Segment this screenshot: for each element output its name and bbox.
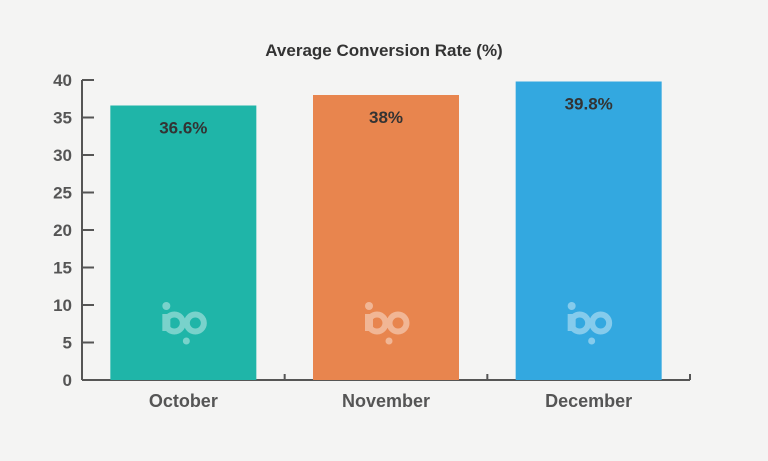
y-axis: 0 5 10 15 20 25 30 35 40 (53, 71, 94, 390)
data-label: 38% (369, 108, 403, 127)
x-tick-label: December (545, 391, 632, 411)
bar-december (515, 81, 662, 380)
data-label: 39.8% (565, 95, 613, 114)
bp-logo-icon (365, 302, 410, 345)
chart-title: Average Conversion Rate (%) (265, 41, 502, 60)
bp-logo-icon (162, 302, 207, 345)
data-label: 36.6% (159, 119, 207, 138)
y-tick-label: 20 (53, 221, 72, 240)
y-tick-label: 40 (53, 71, 72, 90)
y-tick-label: 25 (53, 184, 72, 203)
bars: 36.6% October 38% November 39.8% December (110, 81, 662, 411)
bp-logo-icon (567, 302, 613, 345)
y-tick-label: 15 (53, 259, 72, 278)
y-tick-label: 5 (63, 334, 72, 353)
bar-group-november: 38% November (313, 95, 459, 411)
x-tick-label: November (342, 391, 430, 411)
bar-october (110, 105, 257, 380)
y-tick-label: 35 (53, 109, 72, 128)
x-tick-label: October (149, 391, 218, 411)
bar-november (313, 95, 459, 380)
bar-group-october: 36.6% October (110, 105, 257, 411)
y-tick-label: 10 (53, 296, 72, 315)
y-tick-label: 30 (53, 146, 72, 165)
bar-group-december: 39.8% December (515, 81, 662, 411)
y-tick-label: 0 (63, 371, 72, 390)
